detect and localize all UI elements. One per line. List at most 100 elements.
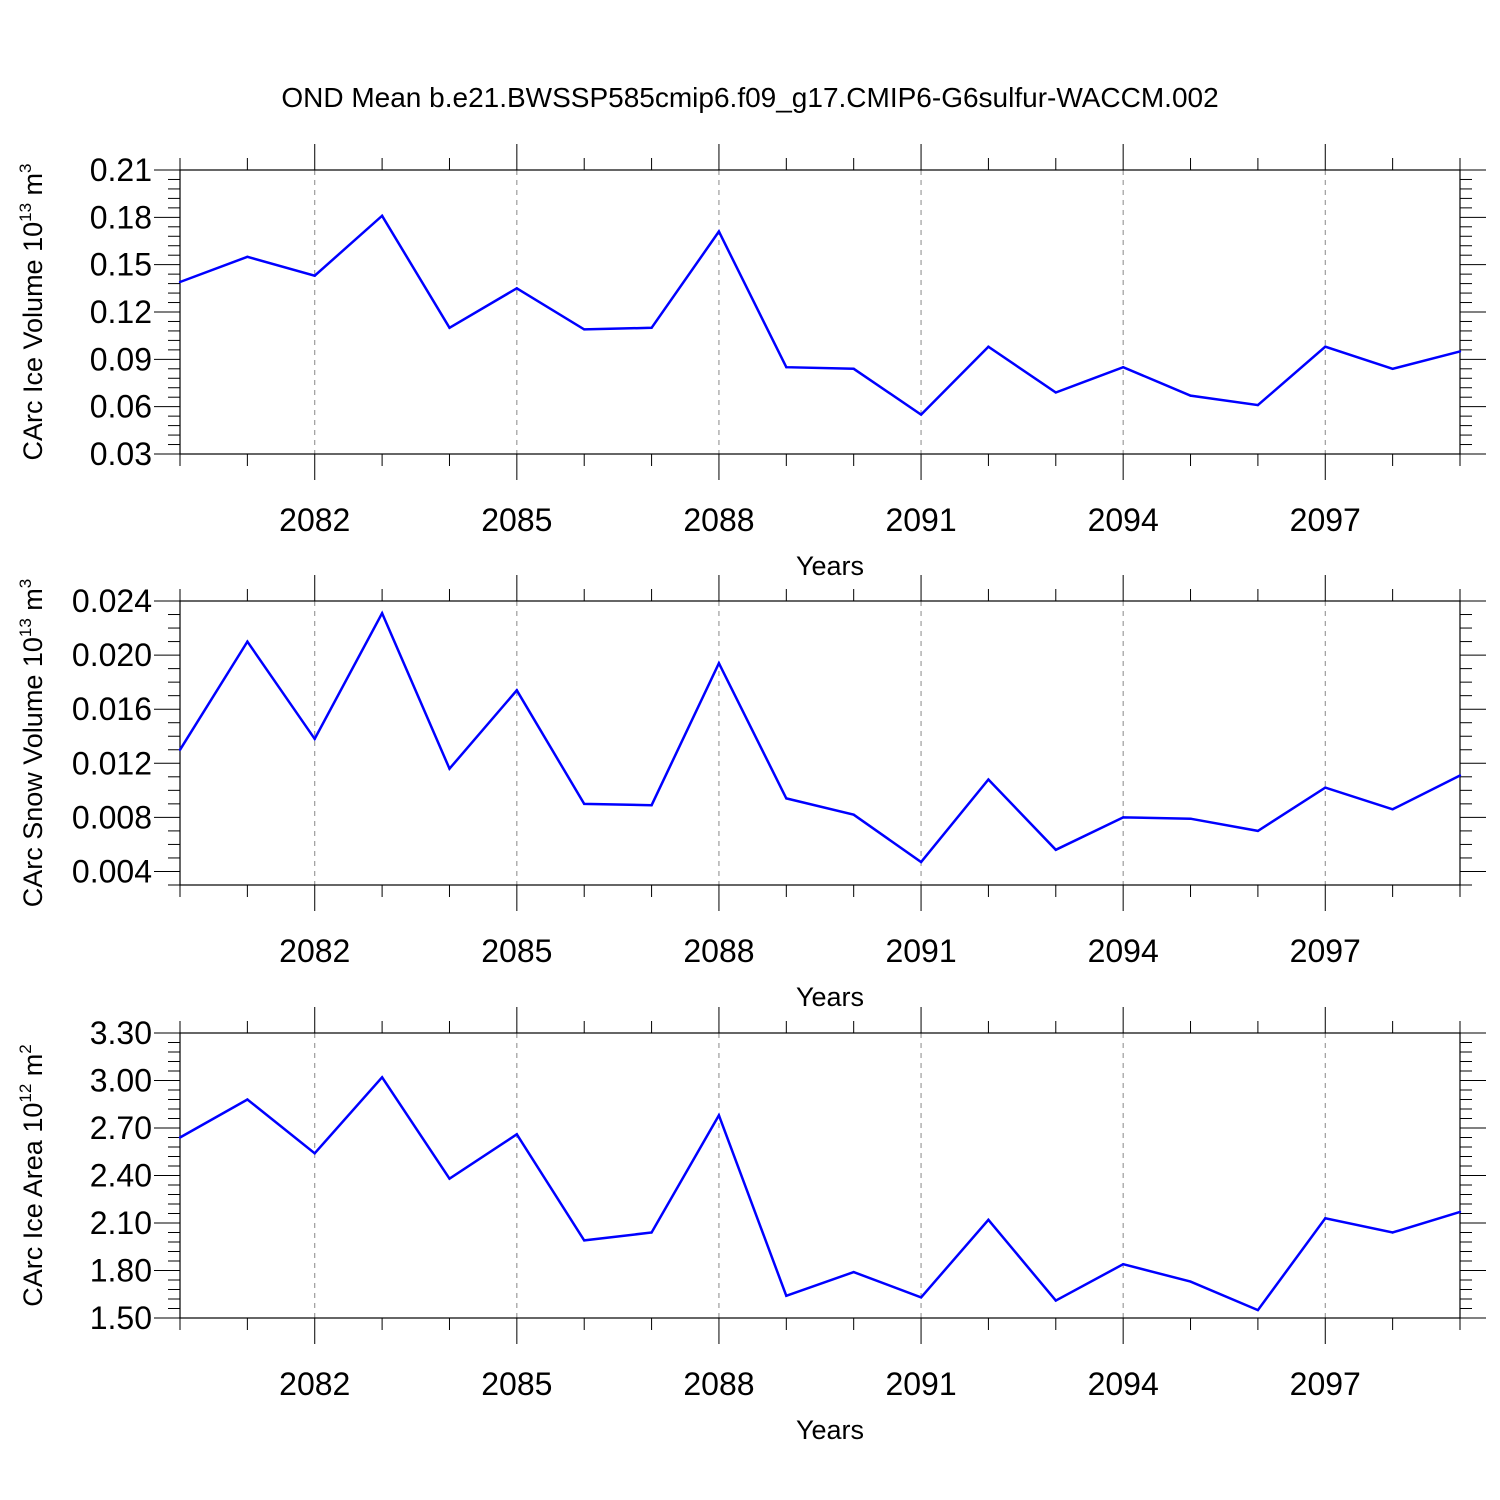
x-axis-title: Years xyxy=(796,551,864,581)
chart-title: OND Mean b.e21.BWSSP585cmip6.f09_g17.CMI… xyxy=(281,82,1218,113)
x-tick-label: 2088 xyxy=(683,1366,754,1402)
y-tick-label: 0.03 xyxy=(90,436,152,472)
data-point xyxy=(178,280,182,284)
data-point xyxy=(313,737,316,741)
y-axis-title-exponent: 13 xyxy=(16,203,35,222)
y-axis-title-main: CArc Ice Area 10 xyxy=(18,1103,48,1307)
data-point xyxy=(785,797,788,800)
data-point xyxy=(1391,367,1394,370)
y-axis-title-unit: m xyxy=(18,588,48,618)
chart-panels: 2082 2085 2088 2091 2094 2097 0.03 0.06 0.09 0.12… xyxy=(16,144,1486,1445)
y-tick-label: 0.024 xyxy=(72,583,152,619)
data-point xyxy=(583,1239,586,1242)
y-tick-label: 0.12 xyxy=(90,294,152,330)
x-tick-label: 2094 xyxy=(1088,502,1159,538)
data-point xyxy=(380,214,384,217)
data-point xyxy=(1189,394,1192,397)
y-axis-title: CArc Ice Area 1012 m2 xyxy=(16,1044,48,1307)
x-tick-label: 2091 xyxy=(885,933,956,969)
x-tick-label: 2082 xyxy=(279,1366,350,1402)
data-point xyxy=(852,813,855,816)
data-point xyxy=(919,413,923,416)
data-point xyxy=(650,804,653,807)
x-tick-label: 2097 xyxy=(1290,933,1361,969)
data-point xyxy=(380,1076,384,1079)
y-axis-title: CArc Snow Volume 1013 m3 xyxy=(16,579,48,908)
y-axis-title: CArc Ice Volume 1013 m3 xyxy=(16,163,48,460)
data-point xyxy=(246,255,249,258)
y-axis-title-exponent: 12 xyxy=(16,1084,35,1103)
data-point xyxy=(1324,786,1327,789)
data-point xyxy=(1054,848,1057,852)
data-point xyxy=(717,230,721,233)
y-tick-label: 1.50 xyxy=(90,1300,152,1336)
data-point xyxy=(1324,345,1327,348)
data-point xyxy=(785,1294,788,1298)
y-axis-title-unit-exponent: 3 xyxy=(16,579,35,588)
x-tick-label: 2091 xyxy=(885,1366,956,1402)
data-point xyxy=(987,778,990,781)
data-point xyxy=(448,1177,451,1180)
x-tick-label: 2085 xyxy=(481,502,552,538)
x-tick-label: 2091 xyxy=(885,502,956,538)
data-point xyxy=(178,1136,182,1139)
data-point xyxy=(583,802,586,806)
data-point xyxy=(515,287,519,290)
data-point xyxy=(717,662,721,665)
x-tick-label: 2085 xyxy=(481,1366,552,1402)
data-point xyxy=(987,345,990,348)
plot-frame xyxy=(179,600,1461,886)
data-point xyxy=(246,1098,249,1101)
y-axis-title-unit: m xyxy=(18,173,48,203)
data-point xyxy=(1458,350,1462,353)
x-axis-title: Years xyxy=(796,1415,864,1445)
series-line xyxy=(179,213,1461,417)
x-tick-label: 2085 xyxy=(481,933,552,969)
y-tick-label: 0.020 xyxy=(72,637,152,673)
y-tick-label: 1.80 xyxy=(90,1253,152,1289)
chart-panel-1: 2082 2085 2088 2091 2094 2097 0.03 0.06 0.09 0.12… xyxy=(16,144,1486,581)
chart-panel-3: 2082 2085 2088 2091 2094 2097 1.50 1.80 2.10 2.40… xyxy=(16,1007,1486,1445)
x-tick-label: 2088 xyxy=(683,502,754,538)
y-tick-label: 0.012 xyxy=(72,745,152,781)
x-tick-label: 2088 xyxy=(683,933,754,969)
data-point xyxy=(246,640,249,643)
data-point xyxy=(1256,1308,1260,1312)
x-tick-label: 2097 xyxy=(1290,1366,1361,1402)
data-point xyxy=(1256,829,1260,833)
data-point xyxy=(1121,816,1125,819)
data-point xyxy=(987,1218,990,1222)
y-axis-title-unit-exponent: 3 xyxy=(16,163,35,172)
data-point xyxy=(178,748,182,751)
y-axis-title-main: CArc Ice Volume 10 xyxy=(18,222,48,461)
data-point xyxy=(1054,391,1057,394)
y-tick-label: 2.70 xyxy=(90,1110,152,1146)
data-point xyxy=(852,1270,855,1274)
data-point xyxy=(1189,1280,1192,1283)
y-tick-label: 0.06 xyxy=(90,389,152,425)
data-point xyxy=(919,1296,923,1299)
series-line xyxy=(178,610,1461,864)
y-tick-label: 3.30 xyxy=(90,1015,152,1051)
data-point xyxy=(380,611,384,615)
data-point xyxy=(1324,1217,1327,1220)
data-point xyxy=(1458,1210,1462,1214)
data-point xyxy=(650,1231,653,1234)
data-point xyxy=(1054,1299,1057,1302)
y-tick-label: 0.09 xyxy=(90,341,152,377)
data-point xyxy=(1121,366,1125,369)
data-point xyxy=(717,1114,721,1117)
y-axis-title-exponent: 13 xyxy=(16,618,35,637)
data-point xyxy=(515,689,519,692)
x-tick-label: 2082 xyxy=(279,933,350,969)
x-tick-label: 2094 xyxy=(1088,1366,1159,1402)
data-point xyxy=(1391,808,1394,811)
y-tick-label: 2.40 xyxy=(90,1158,152,1194)
y-axis-title-main: CArc Snow Volume 10 xyxy=(18,637,48,907)
data-point xyxy=(313,1152,316,1155)
y-tick-label: 0.004 xyxy=(72,853,152,889)
data-point xyxy=(1458,774,1462,777)
y-tick-label: 0.18 xyxy=(90,199,152,235)
